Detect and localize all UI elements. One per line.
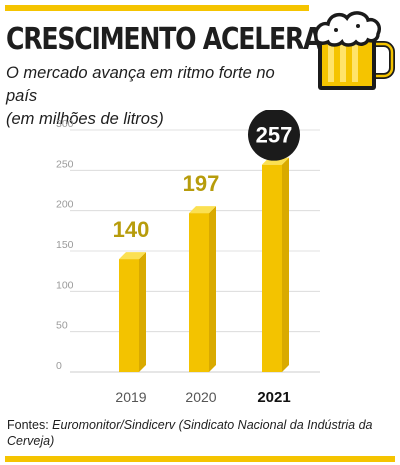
bar-face — [262, 164, 282, 372]
y-tick-label: 50 — [56, 320, 68, 332]
highlight-circle — [248, 110, 300, 161]
bar-top — [119, 252, 146, 260]
value-label: 257 — [256, 123, 293, 148]
y-tick-label: 0 — [56, 360, 62, 372]
value-label: 197 — [183, 171, 220, 196]
bar-top — [189, 206, 216, 214]
bar-chart: 0 50 100 150 200 250 300 140 197 257 2019 2020 202… — [56, 110, 320, 406]
x-tick-label: 2019 — [115, 389, 146, 405]
source-prefix: Fontes: — [7, 418, 53, 432]
bar-face — [189, 213, 209, 372]
bar — [119, 252, 146, 372]
bar-side — [282, 157, 289, 372]
chart-title: CRESCIMENTO ACELERADO — [6, 22, 362, 57]
beer-mug-icon — [313, 11, 395, 90]
source-text: Euromonitor/Sindicerv (Sindicato Naciona… — [7, 418, 373, 448]
bars — [119, 157, 289, 372]
y-axis-ticks: 0 50 100 150 200 250 300 — [56, 118, 74, 372]
bar — [262, 157, 289, 372]
bottom-accent-line — [5, 456, 395, 462]
value-labels: 140 197 257 — [113, 110, 300, 242]
y-tick-label: 300 — [56, 118, 74, 130]
value-label: 140 — [113, 217, 150, 242]
y-tick-label: 100 — [56, 279, 74, 291]
subtitle-line-1: O mercado avança em ritmo forte no país — [6, 64, 275, 105]
bar-side — [139, 252, 146, 372]
chart-subtitle: O mercado avança em ritmo forte no país … — [6, 62, 306, 131]
y-tick-label: 150 — [56, 239, 74, 251]
x-axis-ticks: 2019 2020 2021 — [115, 389, 290, 406]
x-tick-label: 2021 — [257, 389, 290, 406]
top-accent-line — [5, 5, 309, 11]
source-note: Fontes: Euromonitor/Sindicerv (Sindicato… — [7, 417, 397, 449]
subtitle-line-2: (em milhões de litros) — [6, 110, 164, 128]
y-tick-label: 200 — [56, 199, 74, 211]
bar — [189, 206, 216, 372]
bar-face — [119, 259, 139, 372]
x-tick-label: 2020 — [185, 389, 216, 405]
bar-side — [209, 206, 216, 372]
y-tick-label: 250 — [56, 158, 74, 170]
